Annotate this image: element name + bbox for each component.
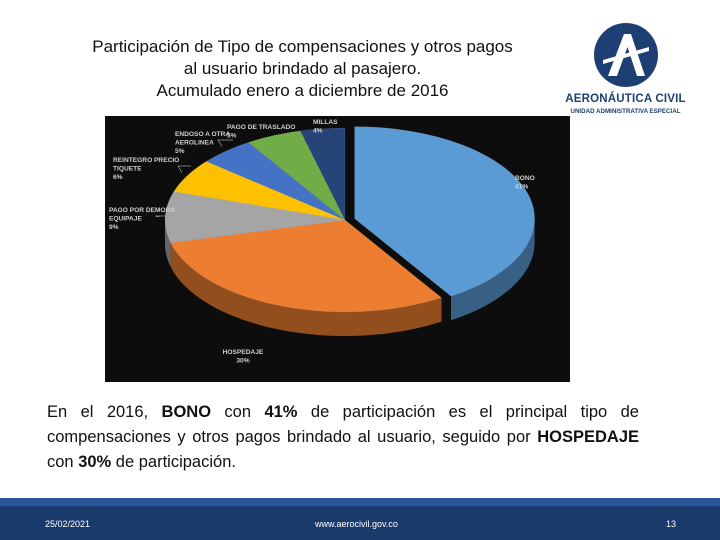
pie-side-bono — [451, 218, 535, 321]
pie-chart-svg: BONO 41% HOSPEDAJE 30% PAGO POR DEMORA EQUIPA… — [109, 119, 535, 365]
summary-text-1: En el 2016, — [47, 403, 162, 421]
summary-text-4: con — [47, 453, 79, 471]
title-line-1: Participación de Tipo de compensaciones … — [92, 37, 513, 56]
leader-line-pago-por-demora-equipaje — [155, 215, 187, 218]
pie-slice-pago-de-traslado — [248, 130, 346, 221]
data-label-hospedaje: HOSPEDAJE 30% — [223, 349, 264, 365]
pie-chart: BONO 41% HOSPEDAJE 30% PAGO POR DEMORA EQUIPA… — [105, 116, 570, 382]
pie-slice-millas — [299, 127, 346, 221]
data-label-millas: MILLAS 4% — [313, 119, 338, 135]
data-label-bono: BONO 41% — [515, 175, 535, 191]
pie-slice-bono — [354, 126, 535, 297]
summary-bold-hospedaje: HOSPEDAJE — [537, 428, 639, 446]
pie-slice-pago-por-demora-equipaje — [164, 191, 346, 244]
logo-name: AERONÁUTICA CIVIL — [565, 93, 686, 105]
footer-date: 25/02/2021 — [45, 519, 91, 529]
leader-line-reintegro-precio-tiquete — [177, 165, 191, 173]
title-line-2: al usuario brindado al pasajero. — [183, 59, 422, 78]
footer-url: www.aerocivil.gov.co — [315, 519, 398, 529]
pie-side-hospedaje — [170, 242, 442, 336]
aerocivil-a-logo-icon — [594, 23, 658, 87]
summary-text-5: de participación. — [111, 453, 236, 471]
pie-side-pago-por-demora-equipaje — [165, 220, 171, 267]
pie-slice-hospedaje — [170, 219, 442, 313]
data-label-reintegro-precio-tiquete: REINTEGRO PRECIO TIQUETE 6% — [113, 157, 179, 181]
title-line-3: Acumulado enero a diciembre de 2016 — [156, 81, 449, 100]
slide-title: Participación de Tipo de compensaciones … — [20, 36, 585, 102]
summary-bold-bono-pct: 41% — [264, 403, 298, 421]
pie-slice-endoso-a-otra-aerolinea — [205, 142, 346, 221]
footer-accent-line — [0, 498, 720, 506]
data-label-endoso-a-otra-aerolinea: ENDOSO A OTRA AEROLINEA 5% — [175, 131, 230, 155]
summary-text-2: con — [211, 403, 265, 421]
footer-page-number: 13 — [666, 519, 677, 529]
pie-slice-reintegro-precio-tiquete — [173, 161, 346, 221]
data-label-pago-por-demora-equipaje: PAGO POR DEMORA EQUIPAJE 9% — [109, 207, 175, 231]
summary-bold-hospedaje-pct: 30% — [78, 453, 112, 471]
summary-text-3: de participación es el principal tipo de… — [47, 403, 639, 446]
logo-subtitle: UNIDAD ADMINISTRATIVA ESPECIAL — [570, 108, 681, 115]
summary-bold-bono: BONO — [161, 403, 212, 421]
leader-line-endoso-a-otra-aerolinea — [217, 139, 233, 147]
aerocivil-logo: AERONÁUTICA CIVIL UNIDAD ADMINISTRATIVA … — [563, 18, 713, 130]
data-label-pago-de-traslado: PAGO DE TRASLADO 5% — [227, 124, 295, 140]
summary-paragraph: En el 2016, BONO con 41% de participació… — [47, 400, 639, 475]
